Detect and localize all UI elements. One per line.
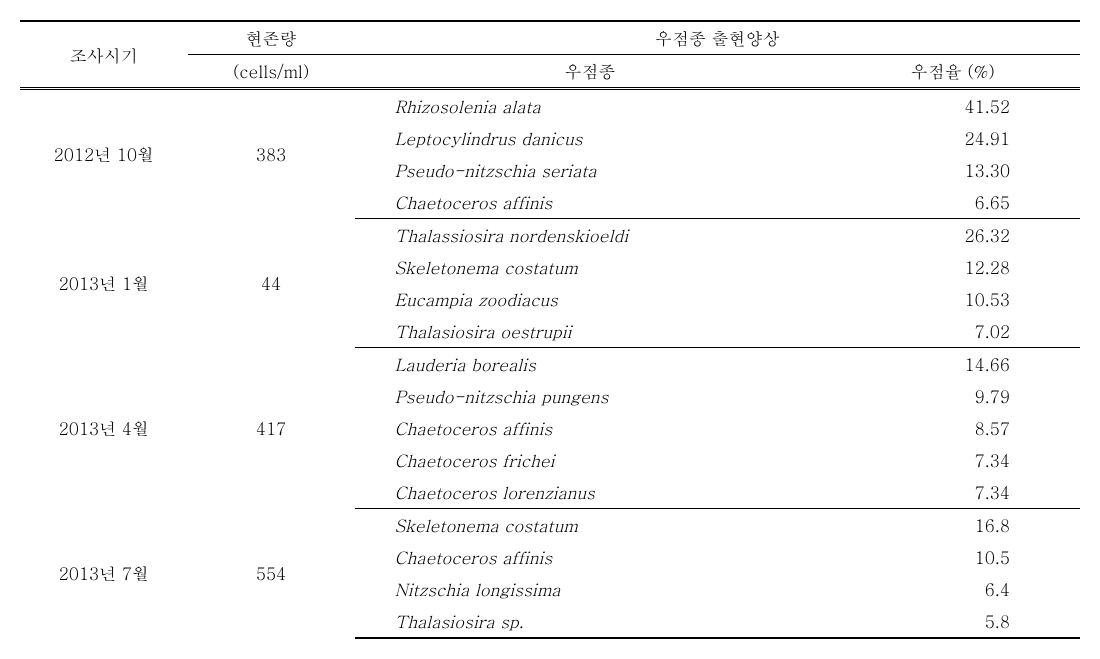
cell-rate: 6.65 xyxy=(825,186,1080,219)
cell-standing-crop: 44 xyxy=(188,219,355,348)
table-header: 조사시기 현존량 우점종 출현양상 (cells/ml) 우점종 우점율 (%) xyxy=(20,21,1080,89)
cell-period: 2013년 7월 xyxy=(20,509,188,639)
cell-standing-crop: 383 xyxy=(188,89,355,219)
cell-species: Chaetoceros lorenzianus xyxy=(355,476,826,509)
cell-species: Thalasiosira sp. xyxy=(355,605,826,638)
cell-rate: 41.52 xyxy=(825,89,1080,123)
cell-species: Thalassiosira nordenskioeldi xyxy=(355,219,826,252)
cell-species: Pseudo-nitzschia seriata xyxy=(355,154,826,186)
table-body: 2012년 10월383Rhizosolenia alata41.52Lepto… xyxy=(20,89,1080,639)
cell-rate: 7.34 xyxy=(825,476,1080,509)
header-standing-crop-unit: (cells/ml) xyxy=(188,55,355,89)
cell-rate: 12.28 xyxy=(825,251,1080,283)
cell-species: Chaetoceros affinis xyxy=(355,541,826,573)
cell-species: Skeletonema costatum xyxy=(355,509,826,542)
cell-period: 2013년 4월 xyxy=(20,348,188,509)
cell-species: Rhizosolenia alata xyxy=(355,89,826,123)
cell-species: Chaetoceros affinis xyxy=(355,186,826,219)
cell-standing-crop: 554 xyxy=(188,509,355,639)
header-dominance-rate: 우점율 (%) xyxy=(825,55,1080,89)
header-dominant-pattern: 우점종 출현양상 xyxy=(355,21,1080,55)
cell-rate: 14.66 xyxy=(825,348,1080,381)
header-standing-crop: 현존량 xyxy=(188,21,355,55)
species-table: 조사시기 현존량 우점종 출현양상 (cells/ml) 우점종 우점율 (%)… xyxy=(20,20,1080,639)
cell-rate: 16.8 xyxy=(825,509,1080,542)
cell-rate: 9.79 xyxy=(825,380,1080,412)
header-dominant-species: 우점종 xyxy=(355,55,826,89)
cell-rate: 7.02 xyxy=(825,315,1080,348)
cell-rate: 6.4 xyxy=(825,573,1080,605)
cell-species: Chaetoceros affinis xyxy=(355,412,826,444)
cell-period: 2013년 1월 xyxy=(20,219,188,348)
table-row: 2013년 7월554Skeletonema costatum16.8 xyxy=(20,509,1080,542)
cell-rate: 10.5 xyxy=(825,541,1080,573)
table-row: 2013년 1월44Thalassiosira nordenskioeldi26… xyxy=(20,219,1080,252)
cell-period: 2012년 10월 xyxy=(20,89,188,219)
cell-species: Thalasiosira oestrupii xyxy=(355,315,826,348)
header-period: 조사시기 xyxy=(20,21,188,89)
cell-species: Leptocylindrus danicus xyxy=(355,122,826,154)
cell-species: Lauderia borealis xyxy=(355,348,826,381)
table-row: 2013년 4월417Lauderia borealis14.66 xyxy=(20,348,1080,381)
cell-rate: 24.91 xyxy=(825,122,1080,154)
cell-species: Chaetoceros frichei xyxy=(355,444,826,476)
cell-rate: 5.8 xyxy=(825,605,1080,638)
cell-rate: 13.30 xyxy=(825,154,1080,186)
cell-species: Eucampia zoodiacus xyxy=(355,283,826,315)
cell-species: Nitzschia longissima xyxy=(355,573,826,605)
cell-rate: 7.34 xyxy=(825,444,1080,476)
cell-rate: 8.57 xyxy=(825,412,1080,444)
cell-rate: 26.32 xyxy=(825,219,1080,252)
cell-standing-crop: 417 xyxy=(188,348,355,509)
table-row: 2012년 10월383Rhizosolenia alata41.52 xyxy=(20,89,1080,123)
cell-species: Pseudo-nitzschia pungens xyxy=(355,380,826,412)
cell-rate: 10.53 xyxy=(825,283,1080,315)
cell-species: Skeletonema costatum xyxy=(355,251,826,283)
